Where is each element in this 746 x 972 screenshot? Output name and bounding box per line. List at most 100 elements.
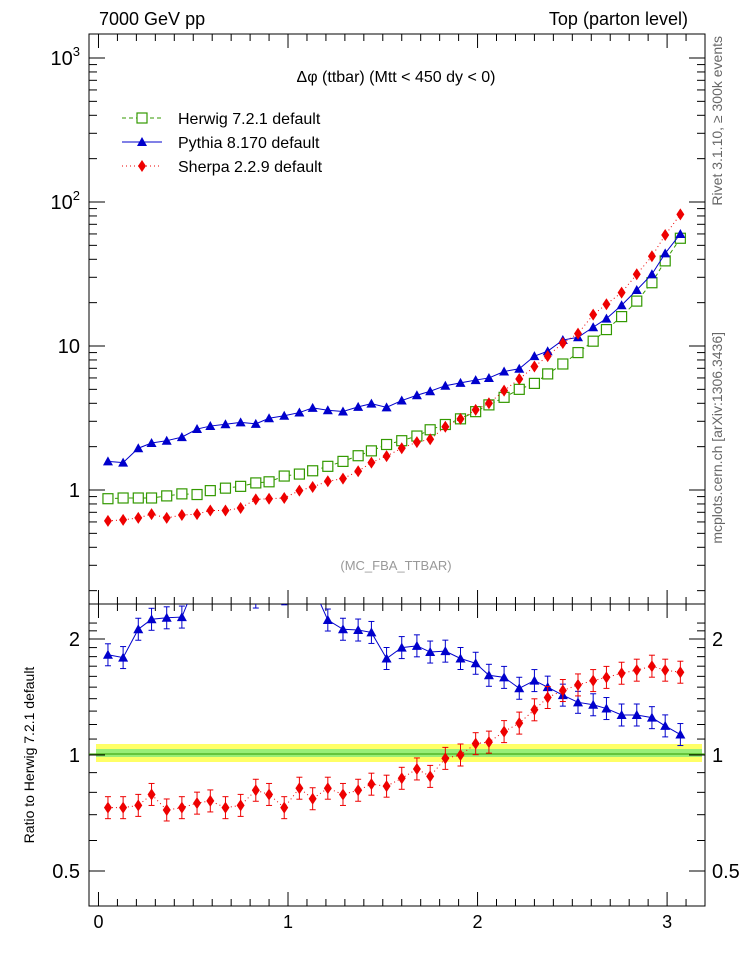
main-data-point	[146, 438, 157, 448]
ratio-series-group	[102, 579, 686, 822]
main-data-point	[263, 476, 275, 488]
legend-label: Herwig 7.2.1 default	[178, 111, 321, 128]
main-data-point	[424, 424, 436, 436]
ratio-data-point	[294, 586, 304, 595]
ratio-data-point	[471, 737, 480, 750]
ratio-data-point	[382, 780, 391, 793]
legend-label: Sherpa 2.2.9 default	[178, 159, 323, 176]
ratio-data-point	[483, 670, 494, 680]
main-data-point	[205, 421, 216, 431]
main-data-point	[631, 284, 642, 294]
main-data-point	[338, 472, 347, 485]
x-tick-label: 3	[662, 912, 672, 932]
ratio-data-point	[236, 579, 246, 588]
ratio-data-point	[530, 703, 539, 716]
ratio-data-point	[251, 592, 261, 601]
tick-label-exponent: 3	[73, 44, 80, 59]
main-data-point	[235, 480, 247, 492]
ratio-data-point	[632, 664, 641, 677]
main-data-point	[558, 336, 567, 349]
ratio-data-point	[514, 683, 525, 693]
main-data-point	[103, 514, 112, 527]
main-data-point	[542, 368, 554, 380]
main-data-point	[176, 432, 187, 442]
main-data-point	[337, 406, 348, 416]
side-label-top: Rivet 3.1.10, ≥ 300k events	[709, 36, 725, 206]
x-tick-label: 2	[473, 912, 483, 932]
main-data-point	[660, 248, 671, 258]
ratio-y-tick-label: 2	[69, 629, 80, 651]
main-data-point	[204, 485, 216, 497]
ratio-data-point	[381, 653, 392, 663]
ratio-data-point	[646, 712, 657, 722]
main-data-point	[162, 511, 171, 524]
ratio-data-point	[647, 660, 656, 673]
main-data-point	[353, 401, 364, 411]
main-data-point	[322, 460, 334, 472]
ratio-data-point	[103, 801, 112, 814]
ratio-data-point	[412, 762, 421, 775]
main-data-point	[117, 492, 129, 504]
ratio-data-point	[102, 649, 113, 659]
main-data-point	[264, 413, 275, 423]
main-data-point	[366, 398, 377, 408]
main-data-point	[675, 228, 686, 238]
ratio-y-tick-label-right: 2	[712, 629, 723, 651]
ratio-data-point	[337, 624, 348, 634]
x-tick-label: 1	[283, 912, 293, 932]
legend-marker	[138, 160, 146, 172]
ratio-data-point	[119, 801, 128, 814]
main-data-point	[646, 269, 657, 279]
main-data-point	[118, 457, 129, 467]
ratio-data-point	[176, 612, 187, 622]
ratio-data-point	[280, 801, 289, 814]
main-data-point	[440, 380, 451, 390]
ratio-series-line	[107, 665, 681, 811]
ratio-data-point	[470, 658, 481, 668]
header-right: Top (parton level)	[549, 9, 688, 29]
ratio-y-tick-label: 1	[69, 745, 80, 767]
main-data-point	[411, 390, 422, 400]
ratio-data-point	[558, 684, 567, 697]
main-data-point	[265, 492, 274, 505]
ratio-data-point	[146, 614, 157, 624]
main-data-point	[647, 250, 656, 263]
ratio-y-tick-label-right: 1	[712, 745, 723, 767]
ratio-series-line	[107, 604, 681, 735]
main-data-point	[365, 445, 378, 457]
main-data-point	[191, 488, 203, 501]
ratio-data-point	[295, 782, 304, 795]
ratio-data-point	[366, 627, 377, 637]
main-data-point	[514, 363, 525, 373]
header-left: 7000 GeV pp	[99, 9, 205, 29]
main-data-point	[354, 465, 363, 478]
ratio-data-point	[573, 697, 584, 707]
main-data-point	[574, 327, 583, 340]
ratio-data-point	[515, 717, 524, 730]
main-data-point	[572, 346, 584, 359]
ratio-data-point	[602, 671, 611, 684]
chart-title: Δφ (ttbar) (Mtt < 450 dy < 0)	[297, 69, 496, 86]
main-data-point	[483, 372, 494, 382]
ratio-data-point	[589, 674, 598, 687]
ratio-data-point	[177, 801, 186, 814]
main-data-point	[426, 433, 435, 446]
main-data-point	[322, 405, 333, 415]
tick-label-exponent: 2	[73, 188, 80, 203]
main-data-point	[236, 501, 245, 514]
ratio-data-point	[441, 752, 450, 765]
ratio-data-point	[425, 647, 436, 657]
main-data-point	[193, 508, 202, 521]
main-data-point	[307, 465, 319, 477]
main-data-point	[455, 377, 466, 387]
ratio-data-point	[675, 729, 686, 739]
main-data-point	[543, 350, 552, 363]
main-y-tick-label: 1	[69, 480, 80, 502]
main-series-line	[107, 233, 681, 464]
ratio-data-point	[264, 580, 274, 589]
ratio-data-point	[221, 801, 230, 814]
analysis-watermark: (MC_FBA_TTBAR)	[340, 558, 451, 573]
main-data-point	[515, 372, 524, 385]
main-data-point	[380, 438, 393, 451]
